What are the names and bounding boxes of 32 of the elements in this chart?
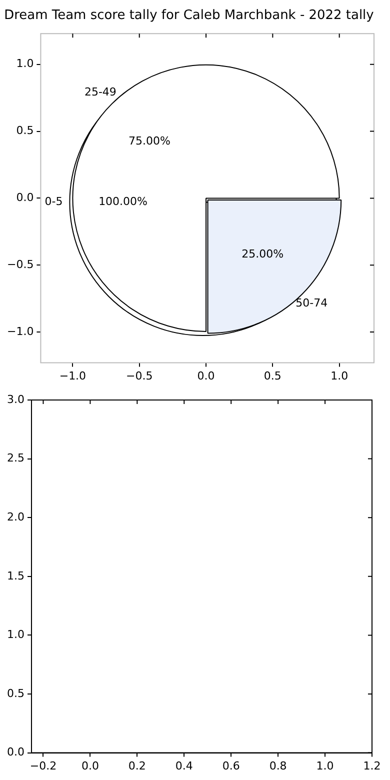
x-tick-label: −0.2 (30, 759, 57, 772)
x-tick-label: 0.0 (197, 369, 215, 382)
x-tick-label: 0.2 (128, 759, 146, 772)
y-tick-label: 1.0 (6, 628, 24, 642)
y-tick-label: 1.0 (16, 57, 34, 70)
y-tick-label: 0.5 (6, 686, 24, 700)
slice-label: 50-74 (296, 296, 328, 310)
data-label: 75.00% (128, 134, 170, 148)
y-tick-label: 0.0 (6, 746, 24, 759)
category-label: 0-5 (44, 195, 63, 208)
y-tick-label: 3.0 (6, 392, 24, 406)
y-tick-label: 0.0 (16, 191, 34, 204)
y-tick-label: −1.0 (6, 324, 34, 338)
x-tick-label: 0.0 (81, 759, 99, 772)
x-tick-label: 1.0 (330, 369, 348, 382)
y-tick-label: −0.5 (6, 258, 34, 271)
data-label: 25.00% (242, 248, 284, 261)
slice-label: 25-49 (84, 85, 116, 98)
x-tick-label: 0.4 (175, 759, 193, 772)
y-tick-label: 0.5 (16, 124, 34, 138)
y-tick-label: 1.5 (6, 569, 24, 582)
x-tick-label: −0.5 (126, 369, 153, 382)
x-tick-label: 1.0 (316, 759, 334, 772)
x-tick-label: −1.0 (59, 369, 86, 382)
x-tick-label: 0.5 (264, 369, 282, 382)
x-tick-label: 1.2 (363, 759, 381, 772)
y-tick-label: 2.0 (6, 510, 24, 524)
x-tick-label: 0.6 (222, 759, 240, 772)
y-tick-label: 2.5 (6, 452, 24, 465)
chart-title: Dream Team score tally for Caleb Marchbank - 2022 tally (4, 8, 374, 24)
x-tick-label: 0.8 (269, 759, 287, 772)
text: 100.00% (98, 195, 148, 208)
